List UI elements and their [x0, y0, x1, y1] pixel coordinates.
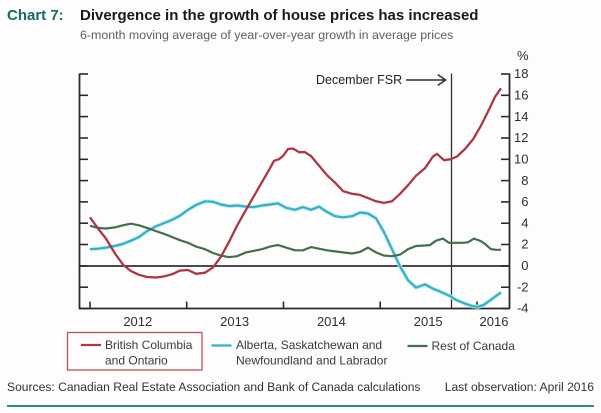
svg-text:-2: -2 [517, 279, 529, 294]
svg-text:Chart 7:: Chart 7: [7, 7, 64, 24]
svg-text:Newfoundland and Labrador: Newfoundland and Labrador [236, 354, 387, 368]
svg-text:18: 18 [514, 66, 528, 81]
svg-text:0: 0 [521, 258, 528, 273]
svg-text:December FSR: December FSR [316, 73, 402, 87]
svg-text:%: % [517, 48, 529, 63]
svg-text:2012: 2012 [123, 314, 152, 329]
svg-text:2: 2 [521, 237, 528, 252]
svg-text:16: 16 [514, 88, 528, 103]
svg-text:-4: -4 [517, 301, 529, 316]
svg-text:2014: 2014 [317, 314, 346, 329]
svg-text:2015: 2015 [414, 314, 443, 329]
svg-text:14: 14 [514, 109, 528, 124]
svg-text:2013: 2013 [220, 314, 249, 329]
svg-text:10: 10 [514, 152, 528, 167]
svg-text:6-month moving average of year: 6-month moving average of year-over-year… [80, 28, 453, 42]
svg-text:Divergence in the growth of ho: Divergence in the growth of house prices… [80, 7, 478, 24]
svg-text:6: 6 [521, 194, 528, 209]
svg-text:2016: 2016 [480, 314, 509, 329]
svg-text:Sources: Canadian Real Estate: Sources: Canadian Real Estate Associatio… [7, 380, 420, 394]
svg-text:8: 8 [521, 173, 528, 188]
svg-text:4: 4 [521, 215, 528, 230]
svg-text:12: 12 [514, 130, 528, 145]
svg-text:British Columbia: British Columbia [105, 338, 193, 352]
svg-text:and Ontario: and Ontario [105, 354, 168, 368]
svg-text:Rest of Canada: Rest of Canada [432, 339, 516, 353]
svg-text:Alberta, Saskatchewan and: Alberta, Saskatchewan and [236, 338, 382, 352]
svg-text:Last observation: April 2016: Last observation: April 2016 [445, 380, 595, 394]
